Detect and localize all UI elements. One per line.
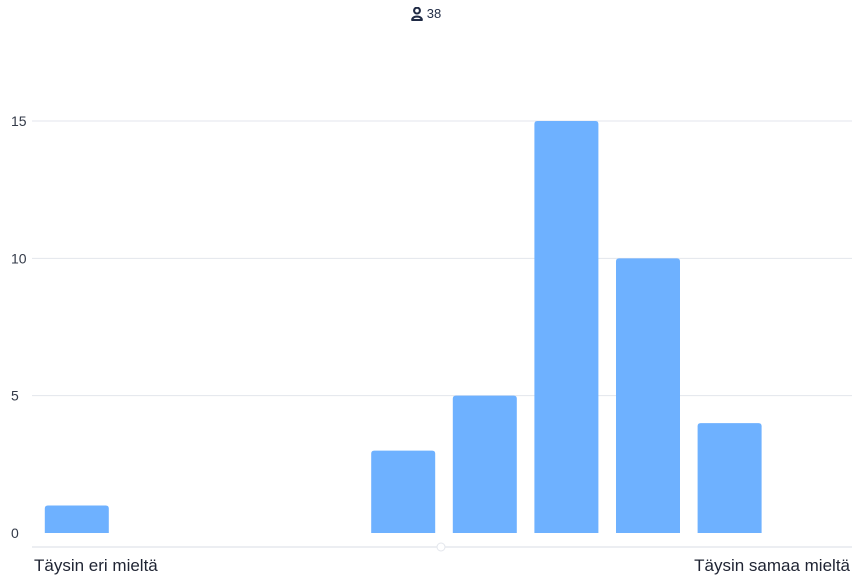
gridlines <box>32 120 852 397</box>
respondent-count-value: 38 <box>426 6 442 22</box>
scale-label-left: Täysin eri mieltä <box>34 556 158 575</box>
axis-center-marker <box>436 542 446 552</box>
y-tick-label: 15 <box>11 113 27 129</box>
scale-label-right: Täysin samaa mieltä <box>694 556 850 575</box>
bar-5 <box>371 450 436 533</box>
respondent-count: 38 <box>0 5 852 21</box>
y-tick-label: 5 <box>11 388 19 404</box>
bar-8 <box>616 258 680 533</box>
y-tick-label: 0 <box>11 525 19 541</box>
y-axis-ticks: 0 5 10 15 <box>11 113 27 541</box>
bar-1 <box>44 505 109 533</box>
bar-9 <box>697 423 762 533</box>
y-tick-label: 10 <box>11 250 27 266</box>
bar-6 <box>452 395 517 533</box>
person-icon <box>410 6 423 21</box>
bar-7 <box>534 121 599 533</box>
bars <box>44 121 762 533</box>
